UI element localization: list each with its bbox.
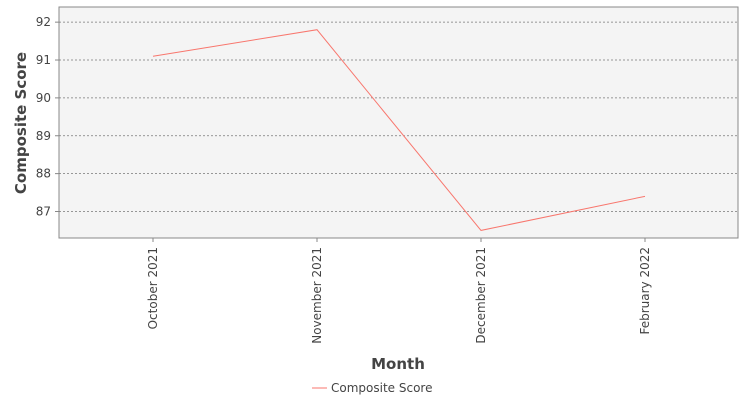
series-lines — [152, 29, 646, 231]
y-tick-label: 89 — [36, 129, 51, 143]
x-axis-title: Month — [371, 355, 425, 373]
x-tick-label: October 2021 — [146, 247, 160, 329]
y-tick-label: 90 — [36, 91, 51, 105]
x-tick-label: February 2022 — [638, 247, 652, 335]
y-tick-labels: 87 88 89 90 91 92 — [36, 15, 59, 218]
y-gridlines — [59, 21, 738, 212]
y-axis-title: Composite Score — [12, 52, 30, 194]
plot-background — [58, 6, 739, 239]
y-tick-label: 92 — [36, 15, 51, 29]
legend-entry-label: Composite Score — [331, 381, 432, 395]
x-tick-label: November 2021 — [310, 247, 324, 344]
series-line-composite-score — [152, 29, 646, 231]
y-tick-label: 87 — [36, 204, 51, 218]
legend: Composite Score — [312, 381, 432, 395]
x-tick-labels: October 2021 November 2021 December 2021 Fe… — [146, 238, 652, 344]
y-tick-label: 91 — [36, 53, 51, 67]
y-tick-label: 88 — [36, 167, 51, 181]
x-tick-label: December 2021 — [474, 247, 488, 344]
